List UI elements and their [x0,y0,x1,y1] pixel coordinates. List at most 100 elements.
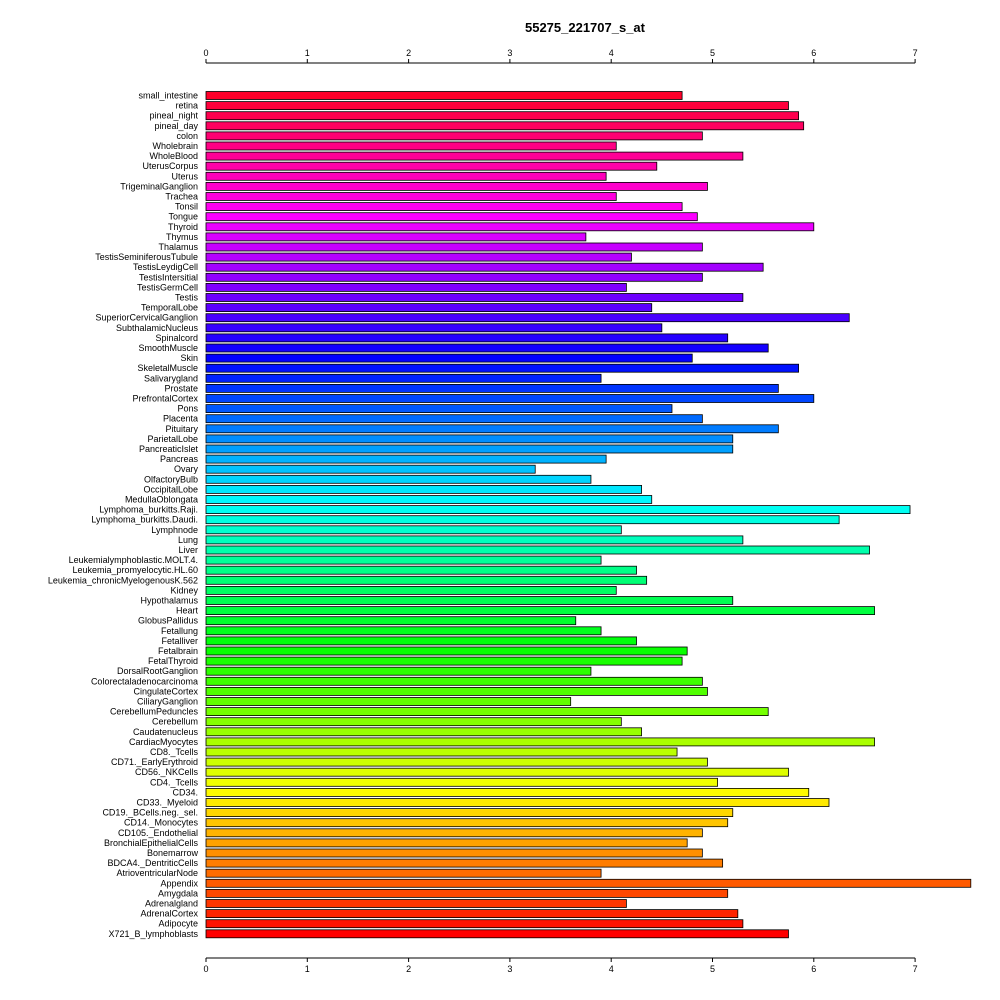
tick-label: 4 [609,48,614,58]
chart-title: 55275_221707_s_at [524,20,645,35]
bar [205,333,729,343]
category-label: CiliaryGanglion [137,697,198,707]
bar [205,414,703,424]
category-label: CD34. [172,787,198,797]
category-label: CD105._Endothelial [118,828,198,838]
category-label: CerebellumPeduncles [110,707,199,717]
bar [205,697,572,706]
bar [205,262,764,272]
bar [205,899,627,908]
bar [205,141,617,151]
bar [205,656,683,666]
bar [205,212,698,222]
category-label: Trachea [165,192,198,202]
category-label: CD33._Myeloid [136,798,198,808]
bar [205,798,830,807]
category-label: pineal_day [154,121,198,131]
bar [205,808,734,817]
bar [205,747,678,757]
category-label: SmoothMuscle [138,343,198,353]
tick-label: 3 [507,964,512,974]
bar [205,626,602,636]
category-label: Tongue [168,212,198,222]
bar [205,636,637,646]
bar [205,586,617,595]
bar [205,707,769,716]
category-label: CardiacMyocytes [129,737,199,747]
category-label: TestisLeydigCell [133,262,198,272]
category-label: AdrenalCortex [140,909,198,919]
category-label: Lymphoma_burkitts.Daudi. [91,515,198,525]
category-label: retina [175,101,198,111]
category-label: BronchialEpithelialCells [104,838,199,848]
category-label: Colorectaladenocarcinoma [91,676,198,686]
bar [205,646,688,656]
bar [205,101,789,110]
bar [205,858,724,868]
category-label: SubthalamicNucleus [116,323,199,333]
category-label: Liver [178,545,198,555]
category-label: Kidney [170,585,198,595]
category-label: TestisIntersitial [139,272,198,282]
tick-label: 1 [305,964,310,974]
bar [205,848,703,858]
category-label: Fetalliver [161,636,198,646]
bar [205,555,602,565]
bar [205,545,870,555]
bar [205,444,734,454]
bar [205,181,708,191]
bar [205,242,703,252]
tick-label: 5 [710,48,715,58]
bar [205,323,663,333]
bar [205,91,683,100]
bar [205,717,622,727]
bar [205,131,703,141]
bar [205,727,642,737]
bar [205,272,703,282]
tick-label: 3 [507,48,512,58]
bar [205,434,734,444]
category-label: WholeBlood [149,151,198,161]
category-label: Pituitary [165,424,198,434]
bar [205,161,658,171]
bar [205,404,673,414]
bar [205,767,789,777]
category-label: Tonsil [175,202,198,212]
category-label: Leukemialymphoblastic.MOLT.4. [69,555,198,565]
bar [205,676,703,686]
category-label: Uterus [171,171,198,181]
bar [205,121,805,131]
tick-label: 2 [406,48,411,58]
category-label: AtrioventricularNode [116,868,198,878]
bar [205,232,587,242]
category-label: BDCA4._DentriticCells [107,858,198,868]
tick-label: 7 [913,48,918,58]
bar [205,757,708,767]
category-label: OccipitalLobe [143,484,198,494]
category-label: Heart [176,606,199,616]
category-label: Lung [178,535,198,545]
bar [205,929,789,939]
category-label: UterusCorpus [142,161,198,171]
tick-label: 7 [913,964,918,974]
category-label: Thymus [166,232,199,242]
category-label: Bonemarrow [147,848,199,858]
bar [205,353,693,363]
bar [205,838,688,848]
category-label: Cerebellum [152,717,198,727]
category-label: CD19._BCells.neg._sel. [102,808,198,818]
category-label: PrefrontalCortex [132,394,198,404]
bar [205,111,799,121]
category-label: Amygdala [158,888,198,898]
category-label: Fetalbrain [158,646,198,656]
bar [205,424,779,434]
category-label: Pancreas [160,454,199,464]
tick-label: 0 [203,48,208,58]
category-label: MedullaOblongata [125,495,198,505]
bar [205,596,734,605]
bar [205,788,810,797]
bar [205,828,703,838]
bar [205,575,648,585]
category-label: CD71._EarlyErythroid [111,757,198,767]
